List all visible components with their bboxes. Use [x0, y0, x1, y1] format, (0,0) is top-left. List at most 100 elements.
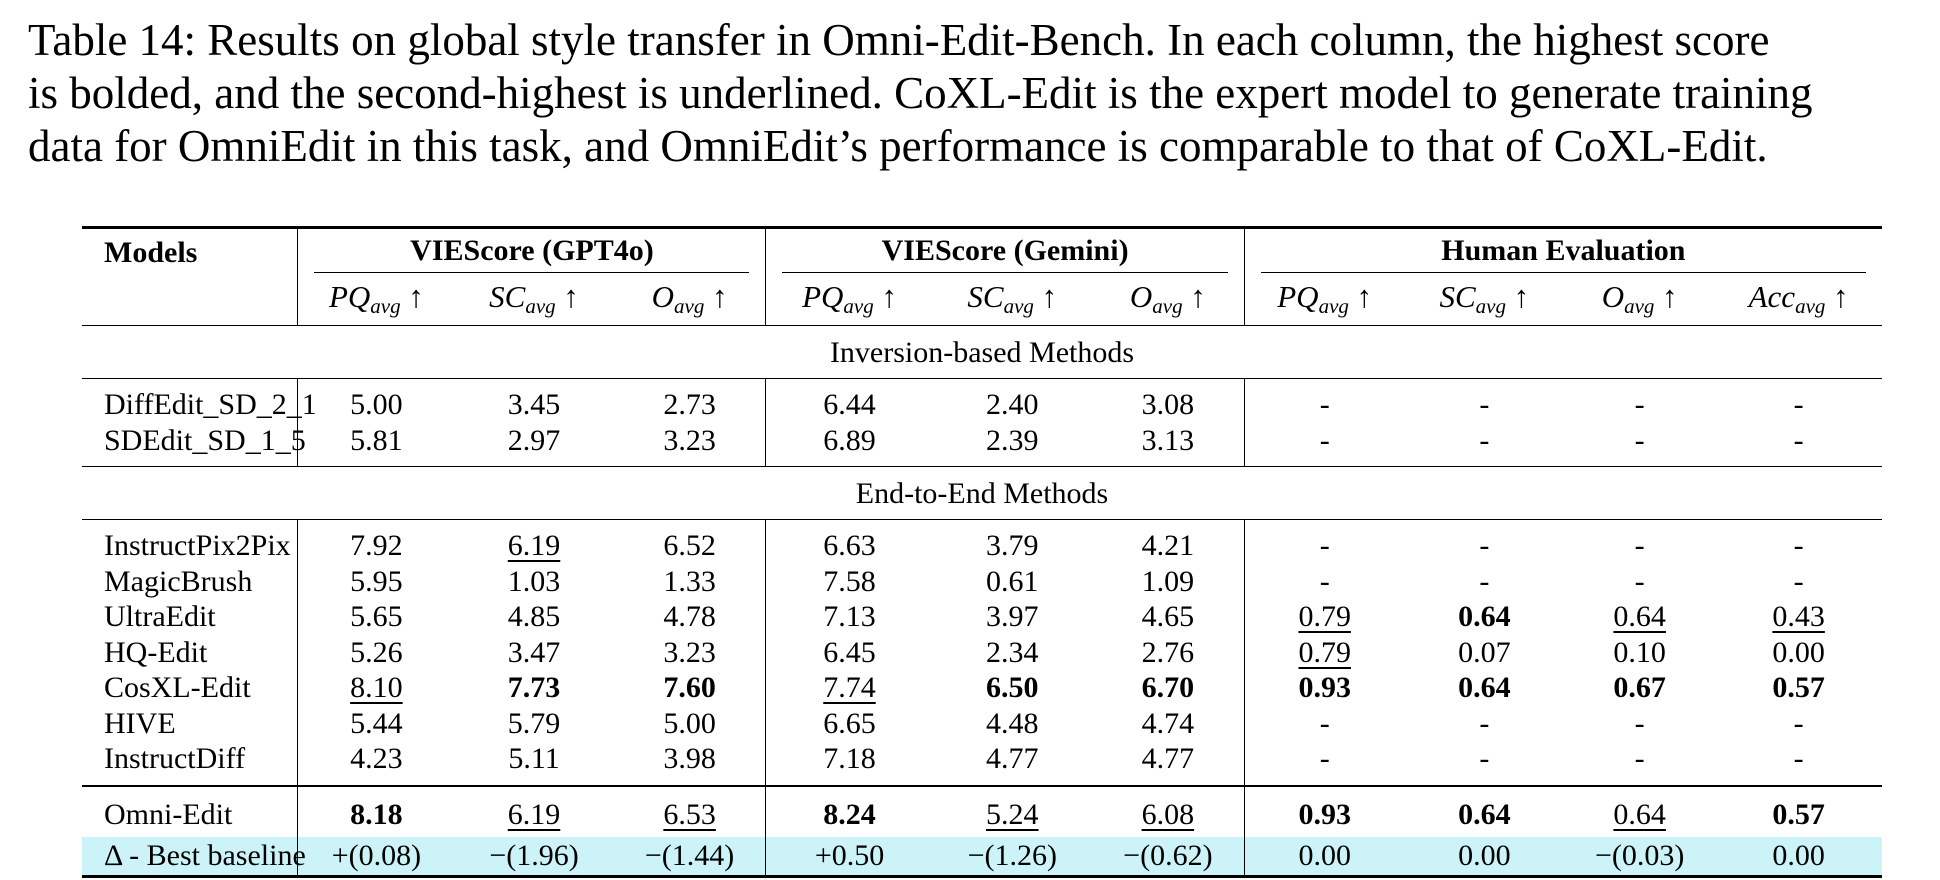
- score-value: 0.43: [1772, 600, 1825, 634]
- model-name-cell: InstructDiff: [104, 742, 246, 776]
- score-cell: 8.24: [765, 785, 933, 837]
- model-name-cell: HQ-Edit: [104, 635, 208, 669]
- score-cell: 8.18: [297, 785, 455, 837]
- score-value: 6.89: [823, 423, 876, 457]
- score-cell: 0.57: [1715, 786, 1882, 837]
- score-value: 0.00: [1298, 839, 1351, 872]
- score-value: 6.19: [507, 529, 561, 563]
- section-label-inversion: Inversion-based Methods: [829, 335, 1135, 369]
- score-cell: -: [1564, 741, 1715, 786]
- score-value: 6.44: [823, 388, 876, 422]
- score-value: −(0.03): [1594, 839, 1685, 872]
- score-value: 0.64: [1613, 600, 1666, 634]
- score-value: -: [1793, 529, 1804, 563]
- score-cell: 4.77: [933, 741, 1092, 786]
- score-value: -: [1479, 529, 1490, 563]
- group-label-gemini: VIEScore (Gemini): [782, 233, 1228, 273]
- score-cell: 5.11: [454, 741, 613, 786]
- score-value: -: [1793, 388, 1804, 422]
- score-value: 4.21: [1141, 529, 1195, 563]
- score-cell: 7.92: [297, 519, 455, 564]
- score-cell: -: [1243, 741, 1405, 786]
- score-value: 5.79: [507, 706, 561, 740]
- score-cell: -: [1715, 564, 1882, 600]
- score-value: 0.79: [1298, 635, 1351, 669]
- score-cell: 5.79: [454, 706, 613, 742]
- score-cell: -: [1243, 563, 1405, 599]
- score-value: -: [1634, 423, 1645, 457]
- table-row: InstructPix2Pix 7.92 6.19 6.52 6.63 3.79 4.21 -…: [82, 519, 1882, 564]
- score-value: 3.08: [1141, 388, 1195, 422]
- score-cell: 4.74: [1092, 706, 1244, 742]
- score-value: -: [1479, 388, 1490, 422]
- score-cell: 6.19: [454, 786, 613, 837]
- section-row-inversion: Inversion-based Methods: [82, 325, 1882, 379]
- score-value: -: [1634, 564, 1645, 598]
- score-value: 3.98: [663, 742, 716, 776]
- score-cell: 3.79: [933, 520, 1092, 564]
- group-header-gemini: VIEScore (Gemini): [765, 227, 1245, 277]
- score-value: −(1.44): [644, 839, 735, 872]
- model-name-cell: UltraEdit: [104, 600, 216, 634]
- score-cell: −(0.62): [1091, 836, 1245, 876]
- score-value: 6.52: [663, 529, 716, 563]
- group-header-gpt4o: VIEScore (GPT4o): [297, 227, 766, 277]
- score-value: 5.95: [350, 564, 403, 598]
- score-value: 6.08: [1141, 798, 1195, 831]
- score-value: -: [1634, 742, 1645, 776]
- score-value: 3.13: [1141, 423, 1195, 457]
- score-cell: 8.10: [297, 670, 455, 706]
- score-value: -: [1634, 529, 1645, 563]
- score-cell: -: [1405, 379, 1564, 423]
- table-row: SDEdit_SD_1_5 5.81 2.97 3.23 6.89 2.39 3.13 - - -…: [82, 422, 1882, 467]
- score-value: 0.64: [1458, 600, 1511, 634]
- score-value: 0.67: [1613, 671, 1666, 705]
- group-label-gpt4o: VIEScore (GPT4o): [314, 233, 750, 273]
- score-value: 0.64: [1458, 671, 1511, 705]
- metric-o-human: Oavg ↑: [1601, 278, 1678, 318]
- score-value: 4.65: [1141, 600, 1195, 634]
- score-value: 5.11: [508, 742, 560, 776]
- score-cell: 4.65: [1092, 599, 1244, 635]
- score-value: 2.97: [507, 423, 561, 457]
- score-cell: -: [1243, 378, 1405, 423]
- score-cell: -: [1405, 741, 1564, 786]
- score-value: 2.34: [986, 635, 1039, 669]
- score-cell: -: [1564, 423, 1715, 467]
- score-cell: 2.73: [614, 379, 766, 423]
- group-header-human: Human Evaluation: [1243, 227, 1882, 277]
- score-cell: 0.93: [1243, 670, 1405, 706]
- table-row: CosXL-Edit 8.10 7.73 7.60 7.74 6.50 6.70 0.93 0.…: [82, 670, 1882, 706]
- score-cell: 3.13: [1092, 423, 1244, 467]
- score-cell: 4.85: [454, 599, 613, 635]
- score-cell: 0.93: [1243, 785, 1405, 837]
- score-cell: −(1.44): [613, 836, 766, 876]
- score-cell: 7.18: [765, 741, 933, 786]
- score-cell: 0.00: [1715, 836, 1882, 876]
- score-value: 3.79: [986, 529, 1039, 563]
- metric-pq-gpt4o: PQavg ↑: [297, 277, 455, 326]
- score-cell: 7.73: [454, 670, 613, 706]
- score-cell: -: [1564, 520, 1715, 564]
- score-cell: 7.60: [614, 670, 766, 706]
- score-value: 4.23: [350, 742, 403, 776]
- end-to-end-rows: InstructPix2Pix 7.92 6.19 6.52 6.63 3.79 4.21 -…: [82, 519, 1882, 786]
- score-cell: -: [1715, 706, 1882, 742]
- metric-sc-gemini: SCavg ↑: [967, 278, 1058, 318]
- table-row: DiffEdit_SD_2_1 5.00 3.45 2.73 6.44 2.40 3.08 -…: [82, 378, 1882, 423]
- score-value: 3.45: [507, 388, 561, 422]
- score-cell: 0.00: [1404, 836, 1565, 876]
- score-cell: 2.40: [933, 379, 1092, 423]
- score-cell: 5.00: [614, 706, 766, 742]
- score-cell: -: [1405, 520, 1564, 564]
- score-cell: 3.45: [454, 379, 613, 423]
- score-value: 6.19: [507, 798, 561, 831]
- score-value: 0.57: [1772, 798, 1825, 831]
- score-value: 2.76: [1141, 635, 1195, 669]
- table-caption: Table 14: Results on global style transf…: [28, 14, 1928, 173]
- models-header: Models: [104, 236, 198, 269]
- score-value: 0.00: [1772, 635, 1825, 669]
- score-cell: 6.19: [454, 520, 613, 564]
- score-value: -: [1319, 388, 1330, 422]
- score-cell: 2.97: [454, 423, 613, 467]
